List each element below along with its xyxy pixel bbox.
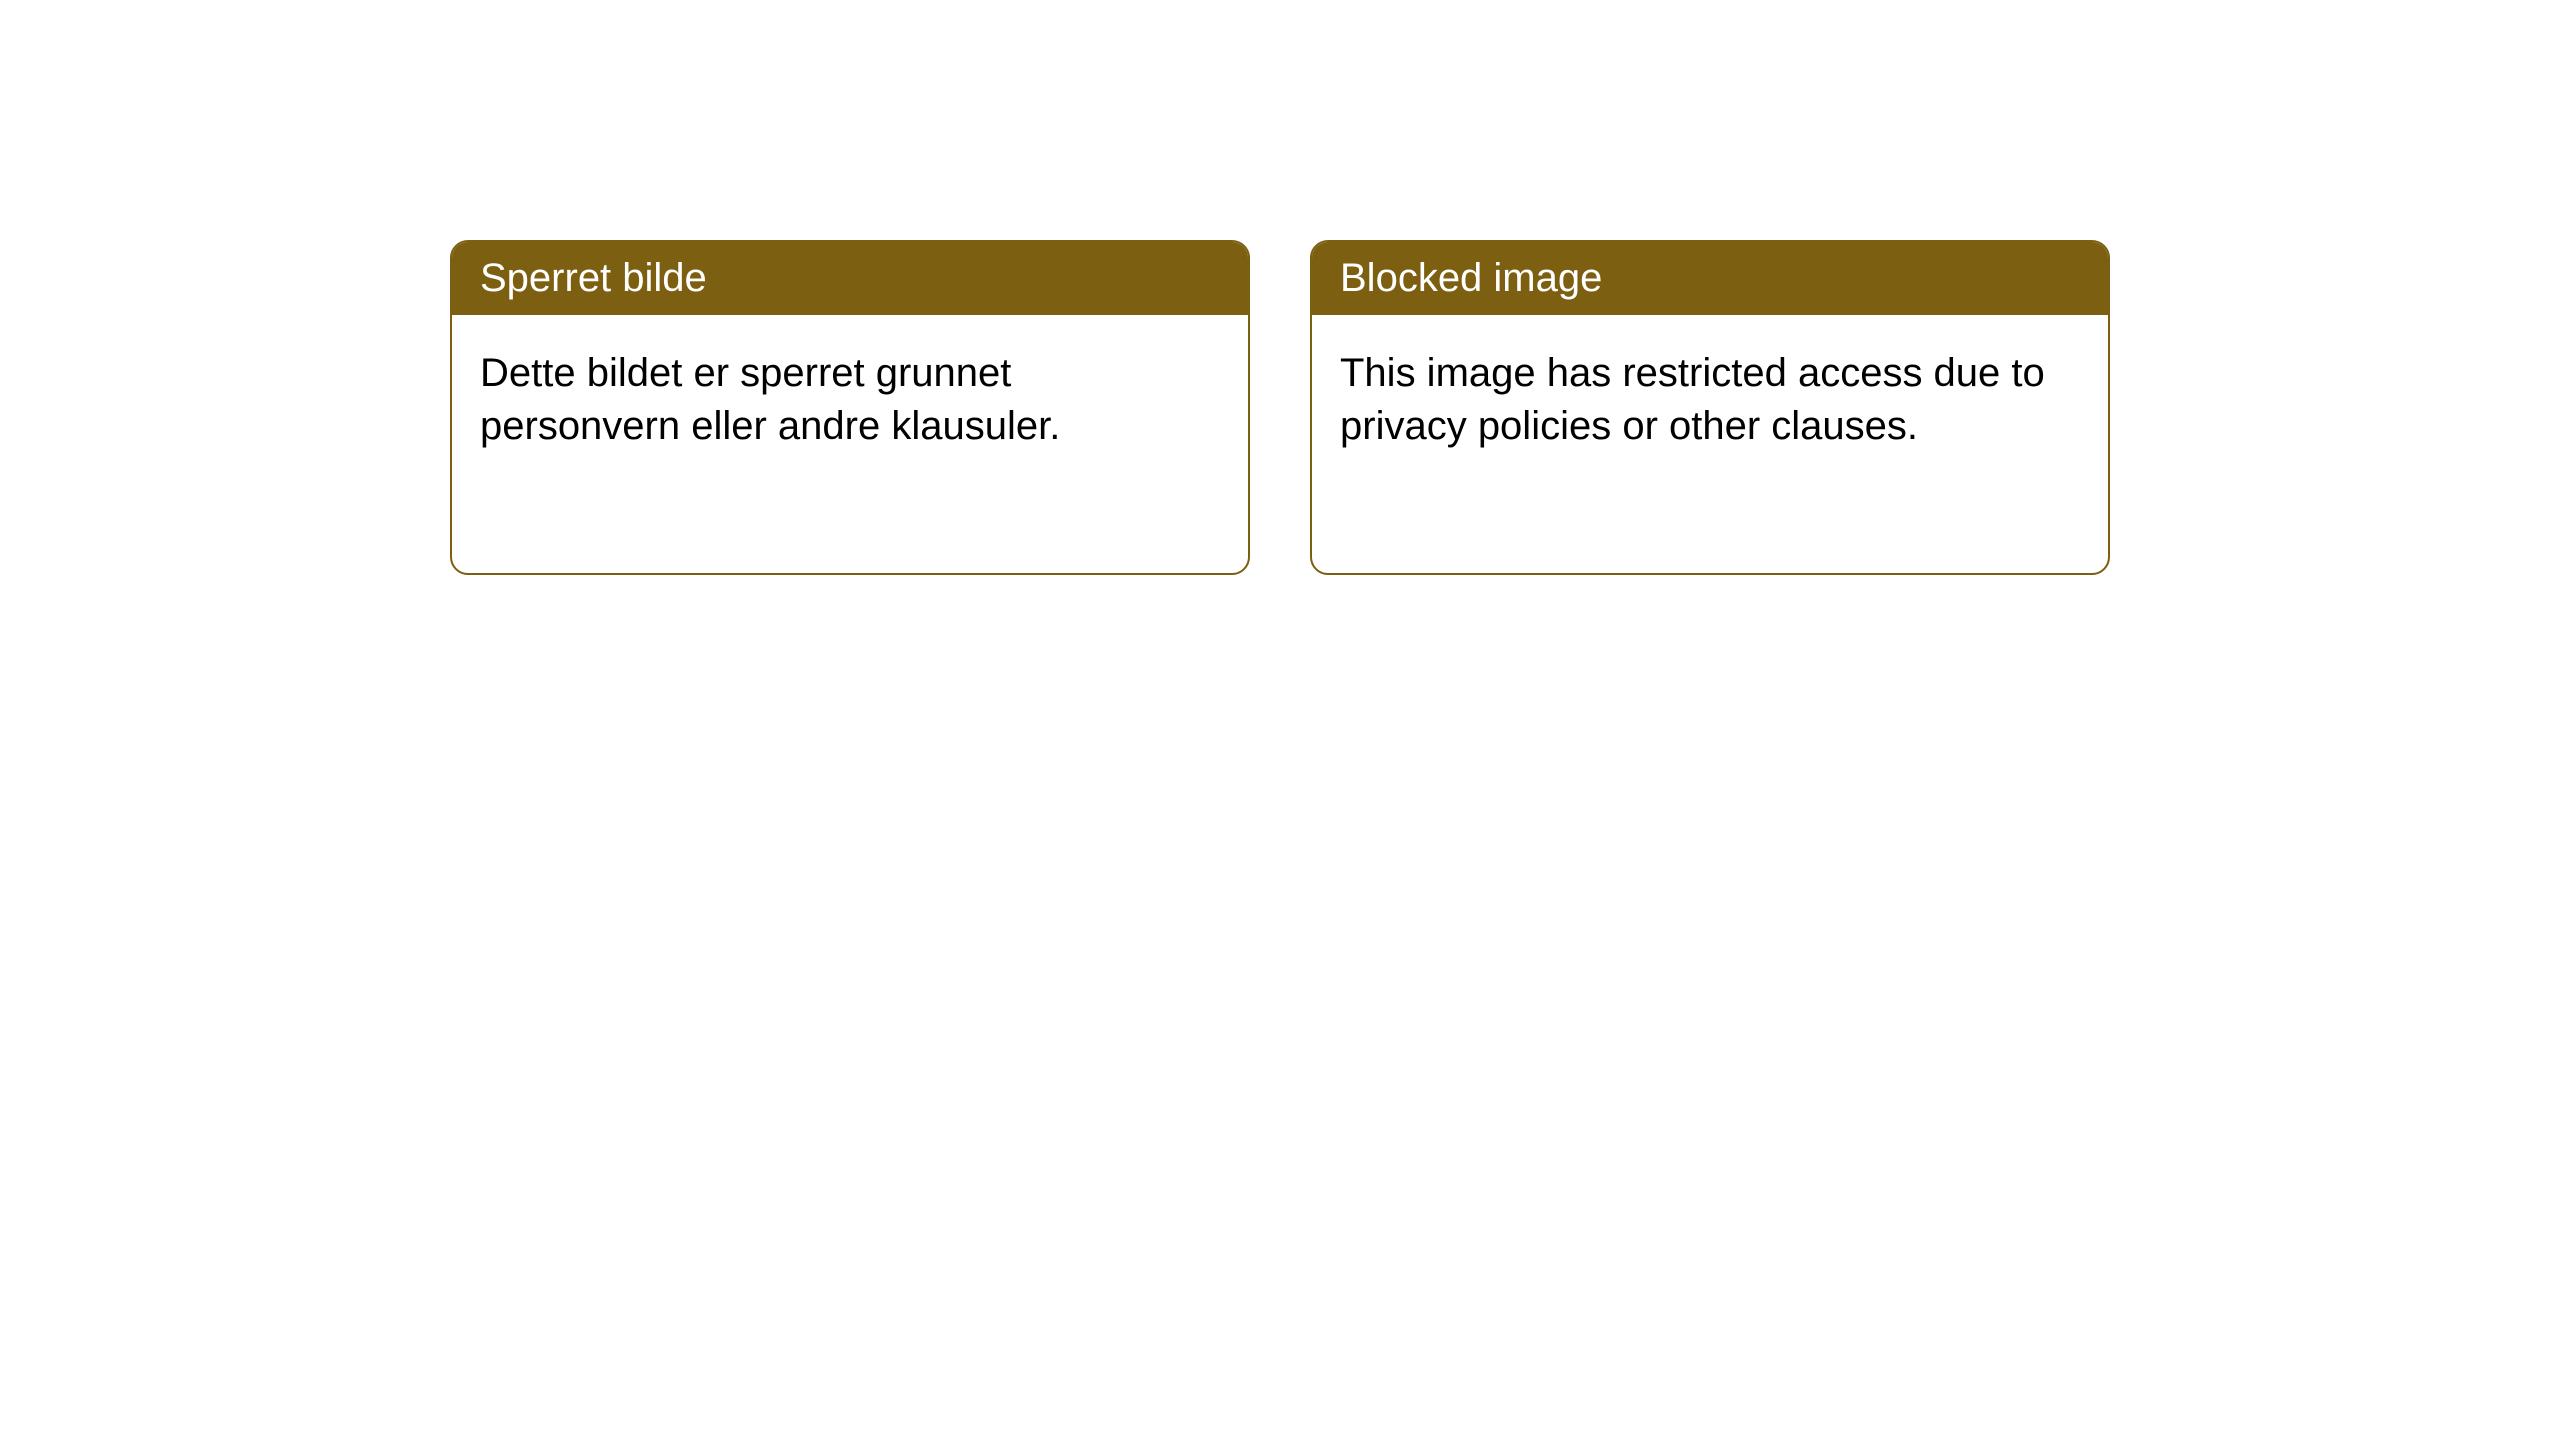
notice-title: Sperret bilde bbox=[480, 256, 707, 300]
notice-message: This image has restricted access due to … bbox=[1340, 351, 2045, 448]
notice-container: Sperret bilde Dette bildet er sperret gr… bbox=[0, 0, 2560, 575]
notice-body: This image has restricted access due to … bbox=[1312, 315, 2108, 485]
notice-header: Blocked image bbox=[1312, 242, 2108, 315]
notice-message: Dette bildet er sperret grunnet personve… bbox=[480, 351, 1060, 448]
notice-header: Sperret bilde bbox=[452, 242, 1248, 315]
notice-card-norwegian: Sperret bilde Dette bildet er sperret gr… bbox=[450, 240, 1250, 575]
notice-card-english: Blocked image This image has restricted … bbox=[1310, 240, 2110, 575]
notice-body: Dette bildet er sperret grunnet personve… bbox=[452, 315, 1248, 485]
notice-title: Blocked image bbox=[1340, 256, 1602, 300]
